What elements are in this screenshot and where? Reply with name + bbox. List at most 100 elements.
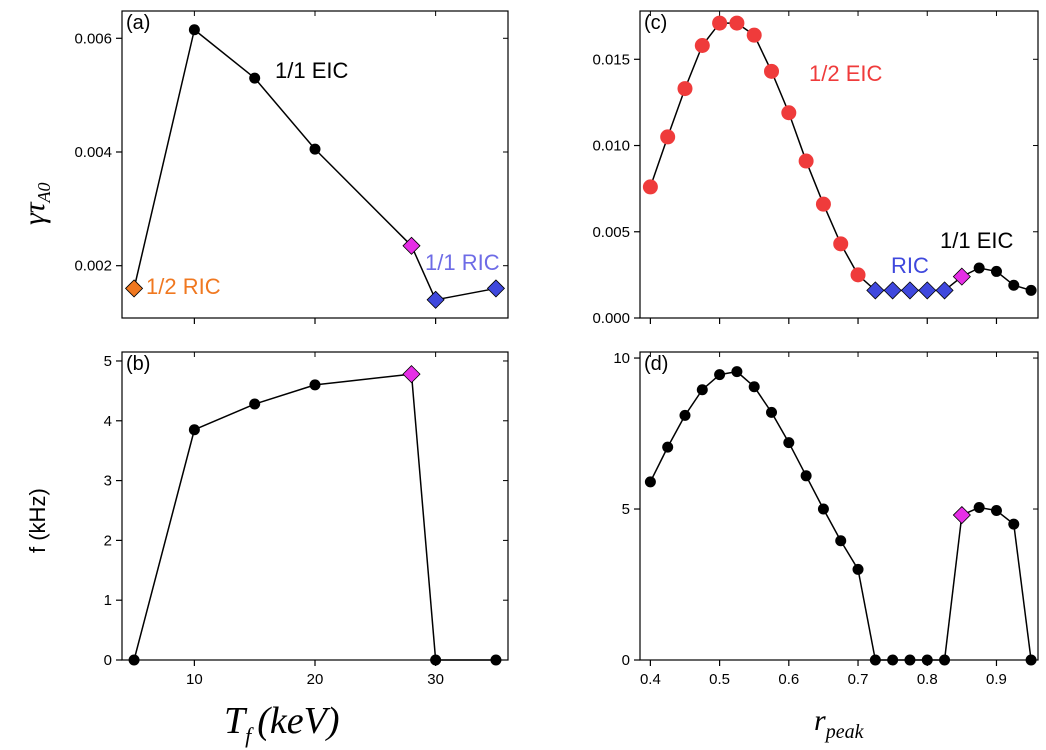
annotation: 1/2 RIC	[146, 274, 221, 299]
series-line-segment	[410, 245, 437, 301]
data-point	[746, 27, 762, 43]
panel-label: (d)	[644, 353, 668, 375]
series-line-segment	[194, 403, 255, 431]
data-point	[490, 654, 502, 666]
panel-label: (b)	[126, 353, 150, 375]
y-tick-label: 5	[622, 501, 630, 518]
series-line-segment	[314, 373, 412, 386]
y-tick-label: 5	[104, 353, 112, 370]
y-tick-label: 2	[104, 532, 112, 549]
series-line-segment	[254, 77, 316, 150]
data-point	[660, 129, 676, 145]
data-point	[852, 563, 864, 575]
series-line-segment	[435, 287, 497, 301]
data-point	[249, 72, 261, 84]
y-tick-label: 10	[613, 350, 630, 367]
data-point-diamond	[918, 281, 937, 300]
x-axis-title: Tf (keV)	[224, 700, 340, 748]
y-tick-label: 0.010	[592, 138, 630, 155]
data-point	[939, 654, 951, 666]
data-point	[800, 470, 812, 482]
series-line-segment	[649, 446, 669, 483]
data-point	[188, 424, 200, 436]
panel-c: 0.000 0.005 0.010 0.015 (c) 1/2 EIC RIC 1/1 EIC	[592, 10, 1039, 327]
series-line-segment	[770, 412, 790, 443]
data-point	[729, 15, 745, 31]
x-tick-label: 30	[427, 671, 444, 688]
data-point	[644, 476, 656, 488]
data-point	[677, 81, 693, 97]
y-tick-label: 0.015	[592, 51, 630, 68]
data-point	[921, 654, 933, 666]
data-point	[990, 505, 1002, 517]
data-point	[783, 437, 795, 449]
y-tick-label: 0.006	[74, 30, 112, 47]
x-tick-label: 0.9	[986, 671, 1007, 688]
data-point	[973, 502, 985, 514]
series-line-segment	[410, 374, 437, 661]
panel-b: 10 20 30 0 1 2 3 4 5 (b) f (kHz) Tf (keV)	[25, 351, 509, 748]
annotation: 1/1 EIC	[940, 228, 1013, 253]
y-tick-label: 0.002	[74, 258, 112, 275]
data-point	[850, 267, 866, 283]
data-point	[1025, 654, 1037, 666]
data-point	[748, 381, 760, 393]
series-line-segment	[857, 569, 877, 661]
y-tick-label: 0	[622, 652, 630, 669]
series-lines	[649, 370, 1032, 661]
data-point	[887, 654, 899, 666]
panel-label: (c)	[644, 12, 667, 34]
plot-frame	[639, 351, 1039, 661]
data-point-diamond	[935, 281, 954, 300]
series-line-segment	[314, 148, 413, 247]
series-line-segment	[1013, 524, 1032, 661]
data-point	[781, 105, 797, 121]
y-tick-label: 0	[104, 652, 112, 669]
series-line-segment	[788, 442, 807, 477]
y-tick-label: 3	[104, 473, 112, 490]
series-line-segment	[822, 508, 842, 542]
x-tick-label: 0.5	[709, 671, 730, 688]
data-point	[712, 15, 728, 31]
x-tick-label: 0.8	[917, 671, 938, 688]
data-point	[1008, 279, 1020, 291]
x-axis-title: rpeak	[814, 704, 865, 743]
y-axis-title: f (kHz)	[25, 488, 50, 553]
data-point-diamond	[426, 290, 445, 309]
series-line-segment	[254, 384, 316, 405]
panel-d: 0.4 0.5 0.6 0.7 0.8 0.9 0 5 10 (d) rpeak	[613, 350, 1039, 743]
data-point	[309, 379, 321, 391]
data-point	[815, 196, 831, 212]
data-point	[249, 398, 261, 410]
data-point	[694, 37, 710, 53]
series-markers	[644, 366, 1037, 666]
data-point	[430, 654, 442, 666]
data-point-diamond	[952, 267, 971, 286]
series-lines	[133, 29, 497, 301]
data-point	[817, 503, 829, 515]
data-point	[869, 654, 881, 666]
series-lines	[133, 373, 496, 661]
y-tick-label: 1	[104, 592, 112, 609]
data-point-diamond	[952, 505, 971, 525]
x-tick-label: 0.4	[640, 671, 661, 688]
data-point	[188, 24, 200, 36]
series-markers	[642, 15, 1037, 300]
x-tick-label: 20	[307, 671, 324, 688]
annotation: 1/1 EIC	[275, 58, 348, 83]
plot-frame	[121, 351, 509, 661]
data-point	[766, 406, 778, 418]
x-tick-label: 0.7	[848, 671, 869, 688]
plot-frame	[639, 10, 1039, 319]
data-point	[679, 409, 691, 421]
data-point	[731, 366, 743, 378]
panel-a: 0.002 0.004 0.006 (a) 1/1 EIC 1/1 RIC 1/2 RIC γ…	[18, 10, 509, 324]
annotation: 1/2 EIC	[809, 61, 882, 86]
data-point-diamond	[900, 281, 920, 300]
x-tick-label: 10	[186, 671, 203, 688]
data-point-diamond	[883, 281, 902, 300]
annotation: RIC	[891, 253, 929, 278]
data-point	[309, 143, 321, 155]
data-point	[973, 262, 985, 274]
data-point-diamond	[124, 279, 144, 298]
